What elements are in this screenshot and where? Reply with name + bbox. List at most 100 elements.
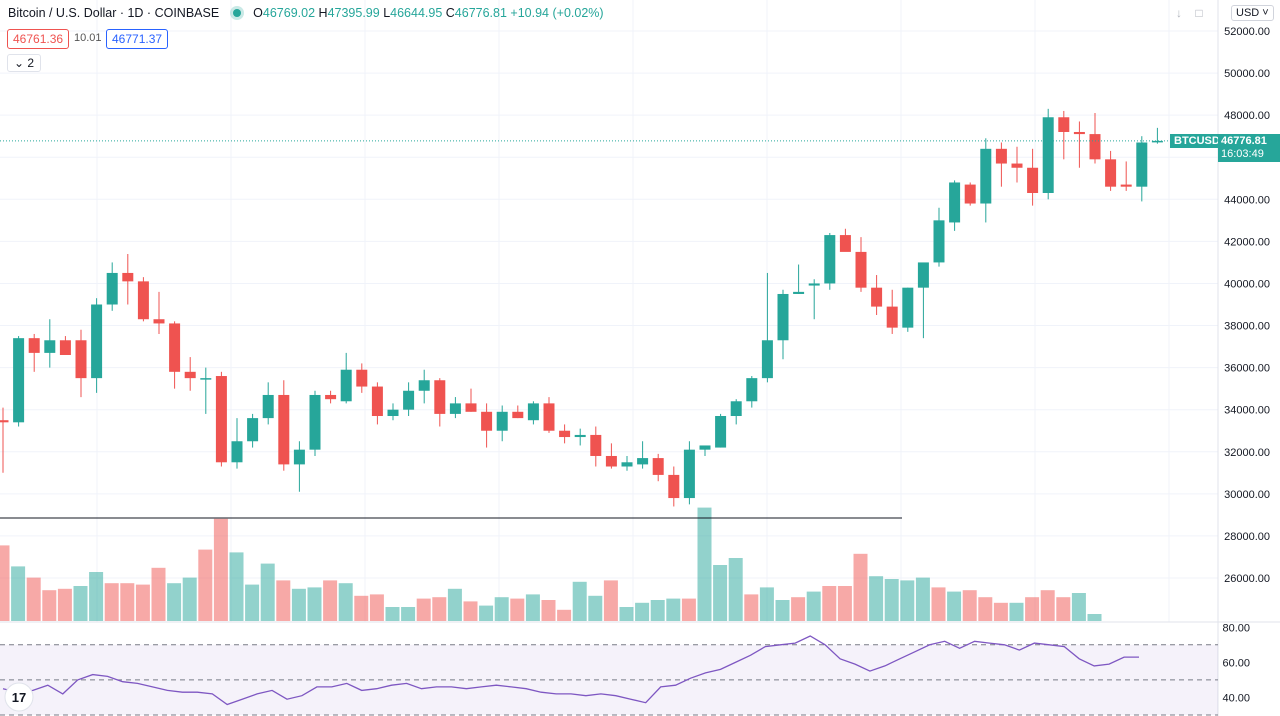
currency-label: USD xyxy=(1236,7,1260,19)
volume-bar xyxy=(89,572,104,621)
candle-body xyxy=(247,418,259,442)
candle-body xyxy=(356,369,368,387)
tradingview-logo: 17 xyxy=(4,682,34,712)
volume-bar xyxy=(151,567,166,621)
candle-body xyxy=(1120,184,1132,187)
price-tick-label: 34000.00 xyxy=(1224,405,1270,417)
candle-body xyxy=(605,455,617,467)
chevron-down-icon: ⌄ xyxy=(14,56,25,70)
volume-bar xyxy=(993,602,1008,621)
candle-body xyxy=(637,458,649,465)
candle-body xyxy=(855,251,867,288)
volume-bar xyxy=(650,600,665,621)
fullscreen-icon[interactable]: □ xyxy=(1195,6,1203,20)
top-icons: ↓ □ xyxy=(1176,6,1203,20)
candle-body xyxy=(699,445,711,450)
buy-button[interactable]: 46771.37 xyxy=(106,29,169,49)
price-tick-label: 52000.00 xyxy=(1224,26,1270,38)
volume-bar xyxy=(120,583,135,621)
candle-body xyxy=(527,403,539,421)
volume-bar xyxy=(572,581,587,621)
candle-body xyxy=(933,220,945,263)
volume-bar xyxy=(510,598,525,621)
candle-body xyxy=(1011,163,1023,168)
candle-body xyxy=(995,148,1007,164)
candle-body xyxy=(1105,159,1117,187)
price-tick-label: 40000.00 xyxy=(1224,278,1270,290)
candle-body xyxy=(293,449,305,465)
candle-body xyxy=(746,378,758,402)
volume-bar xyxy=(463,601,478,621)
candle-body xyxy=(13,338,25,423)
symbol-title[interactable]: Bitcoin / U.S. Dollar · 1D · COINBASE xyxy=(8,6,220,20)
volume-bar xyxy=(1040,590,1055,621)
volume-bar xyxy=(338,583,353,621)
candle-body xyxy=(481,411,493,431)
candle-body xyxy=(1027,167,1039,193)
volume-bar xyxy=(681,598,696,621)
volume-bar xyxy=(962,590,977,621)
volume-bar xyxy=(635,602,650,621)
candle-body xyxy=(465,403,477,412)
volume-bar xyxy=(447,588,462,621)
volume-bar xyxy=(869,576,884,621)
volume-bar xyxy=(42,590,57,621)
candle-body xyxy=(1151,140,1163,143)
price-tick-label: 32000.00 xyxy=(1224,447,1270,459)
sell-button[interactable]: 46761.36 xyxy=(7,29,70,49)
volume-bar xyxy=(369,594,384,621)
candle-body xyxy=(1042,117,1054,193)
volume-bar xyxy=(744,594,759,621)
indicator-collapse-button[interactable]: ⌄ 2 xyxy=(7,54,42,72)
volume-bar xyxy=(354,595,369,621)
candle-body xyxy=(309,394,321,450)
candle-body xyxy=(808,283,820,286)
volume-bar xyxy=(416,598,431,621)
candle-body xyxy=(730,401,742,417)
price-tick-label: 42000.00 xyxy=(1224,236,1270,248)
logo-glyph: 17 xyxy=(12,690,26,705)
candle-body xyxy=(949,182,961,223)
candle-body xyxy=(683,449,695,499)
candle-body xyxy=(169,323,181,372)
rsi-tick-label: 80.00 xyxy=(1222,622,1250,634)
volume-bar xyxy=(401,607,416,621)
volume-bar xyxy=(884,579,899,621)
volume-bar xyxy=(822,586,837,621)
candle-body xyxy=(839,235,851,252)
candle-body xyxy=(215,376,227,463)
candle-body xyxy=(543,403,555,431)
open-value: 46769.02 xyxy=(262,6,316,20)
volume-bar xyxy=(11,566,26,621)
arrow-down-icon[interactable]: ↓ xyxy=(1176,6,1182,20)
candle-body xyxy=(262,394,274,419)
volume-bar xyxy=(978,597,993,621)
volume-bar xyxy=(57,588,72,621)
candle-body xyxy=(917,262,929,288)
candle-body xyxy=(980,148,992,204)
candle-body xyxy=(122,272,134,282)
volume-bar xyxy=(1025,597,1040,621)
candle-body xyxy=(574,434,586,438)
low-value: 46644.95 xyxy=(390,6,443,20)
price-tick-label: 28000.00 xyxy=(1224,531,1270,543)
candle-body xyxy=(777,293,789,341)
candle-body xyxy=(512,411,524,419)
volume-bar xyxy=(260,563,275,621)
candle-body xyxy=(1136,142,1148,187)
candle-body xyxy=(0,420,9,423)
market-open-icon xyxy=(233,9,242,17)
candle-body xyxy=(590,434,602,456)
volume-bar xyxy=(853,553,868,621)
volume-bar xyxy=(276,580,291,621)
chevron-down-icon: ˅ xyxy=(1259,7,1269,19)
volume-bar xyxy=(603,580,618,621)
currency-select[interactable]: USD ˅ xyxy=(1231,5,1274,21)
volume-bar xyxy=(135,584,150,621)
candle-body xyxy=(1089,134,1101,160)
spread-value: 10.01 xyxy=(74,32,102,44)
volume-bar xyxy=(697,507,712,621)
candle-body xyxy=(964,184,976,204)
price-tick-label: 26000.00 xyxy=(1224,573,1270,585)
